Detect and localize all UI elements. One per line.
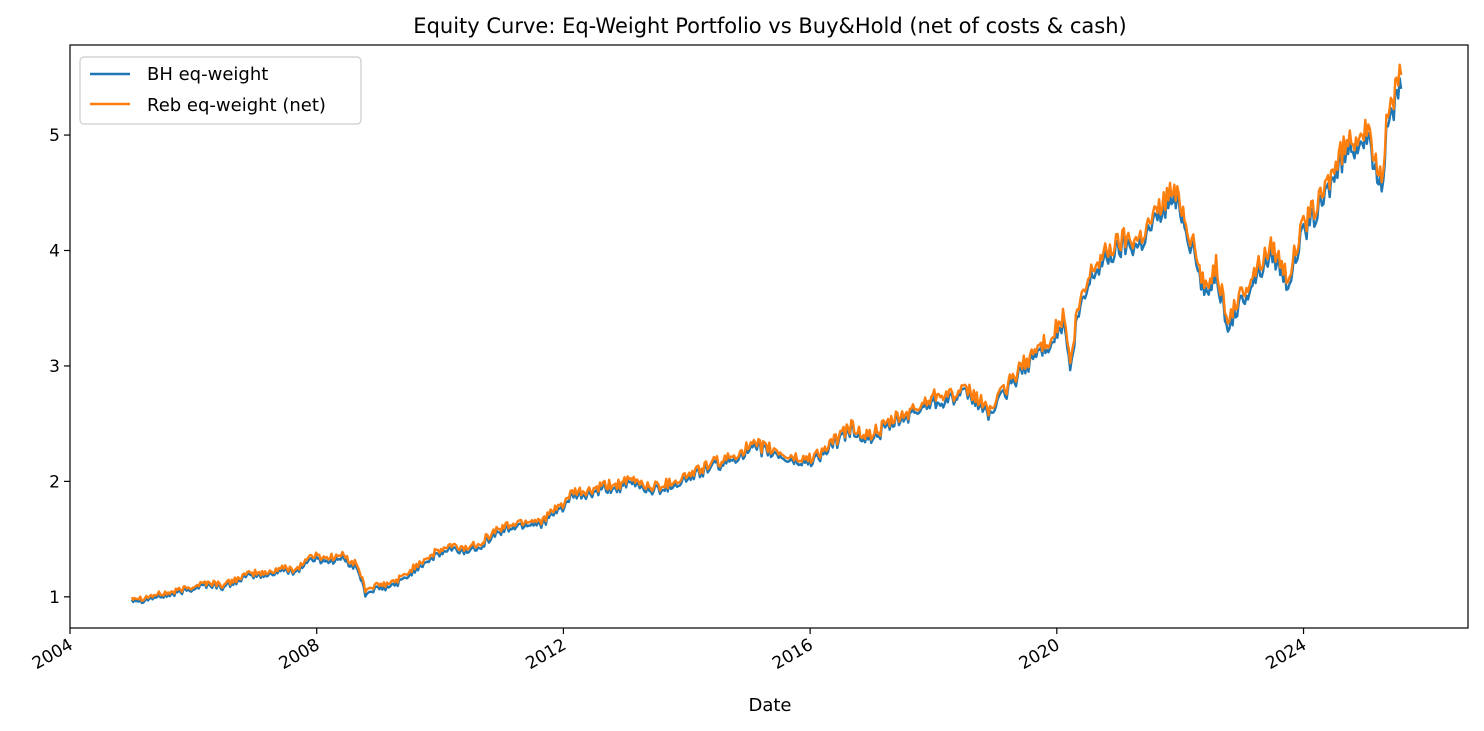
series-line-reb-eq-weight	[130, 63, 1403, 602]
legend: BH eq-weight Reb eq-weight (net)	[79, 56, 362, 125]
legend-box	[79, 56, 362, 125]
legend-label-reb: Reb eq-weight (net)	[147, 95, 326, 116]
y-tick-label-3: 3	[49, 357, 60, 377]
y-tick-label-2: 2	[49, 472, 60, 492]
y-tick-label-4: 4	[49, 241, 60, 261]
plot-background	[70, 45, 1468, 628]
y-axis: 1 2 3 4 5	[49, 126, 70, 608]
x-axis-label: Date	[748, 695, 791, 716]
series-layer	[130, 63, 1403, 605]
y-tick-label-5: 5	[49, 126, 60, 146]
y-tick-label-1: 1	[49, 588, 60, 608]
plot-area	[69, 44, 1469, 629]
plot-border	[69, 44, 1469, 629]
legend-label-bh: BH eq-weight	[147, 64, 268, 85]
chart-title: Equity Curve: Eq-Weight Portfolio vs Buy…	[413, 14, 1126, 38]
